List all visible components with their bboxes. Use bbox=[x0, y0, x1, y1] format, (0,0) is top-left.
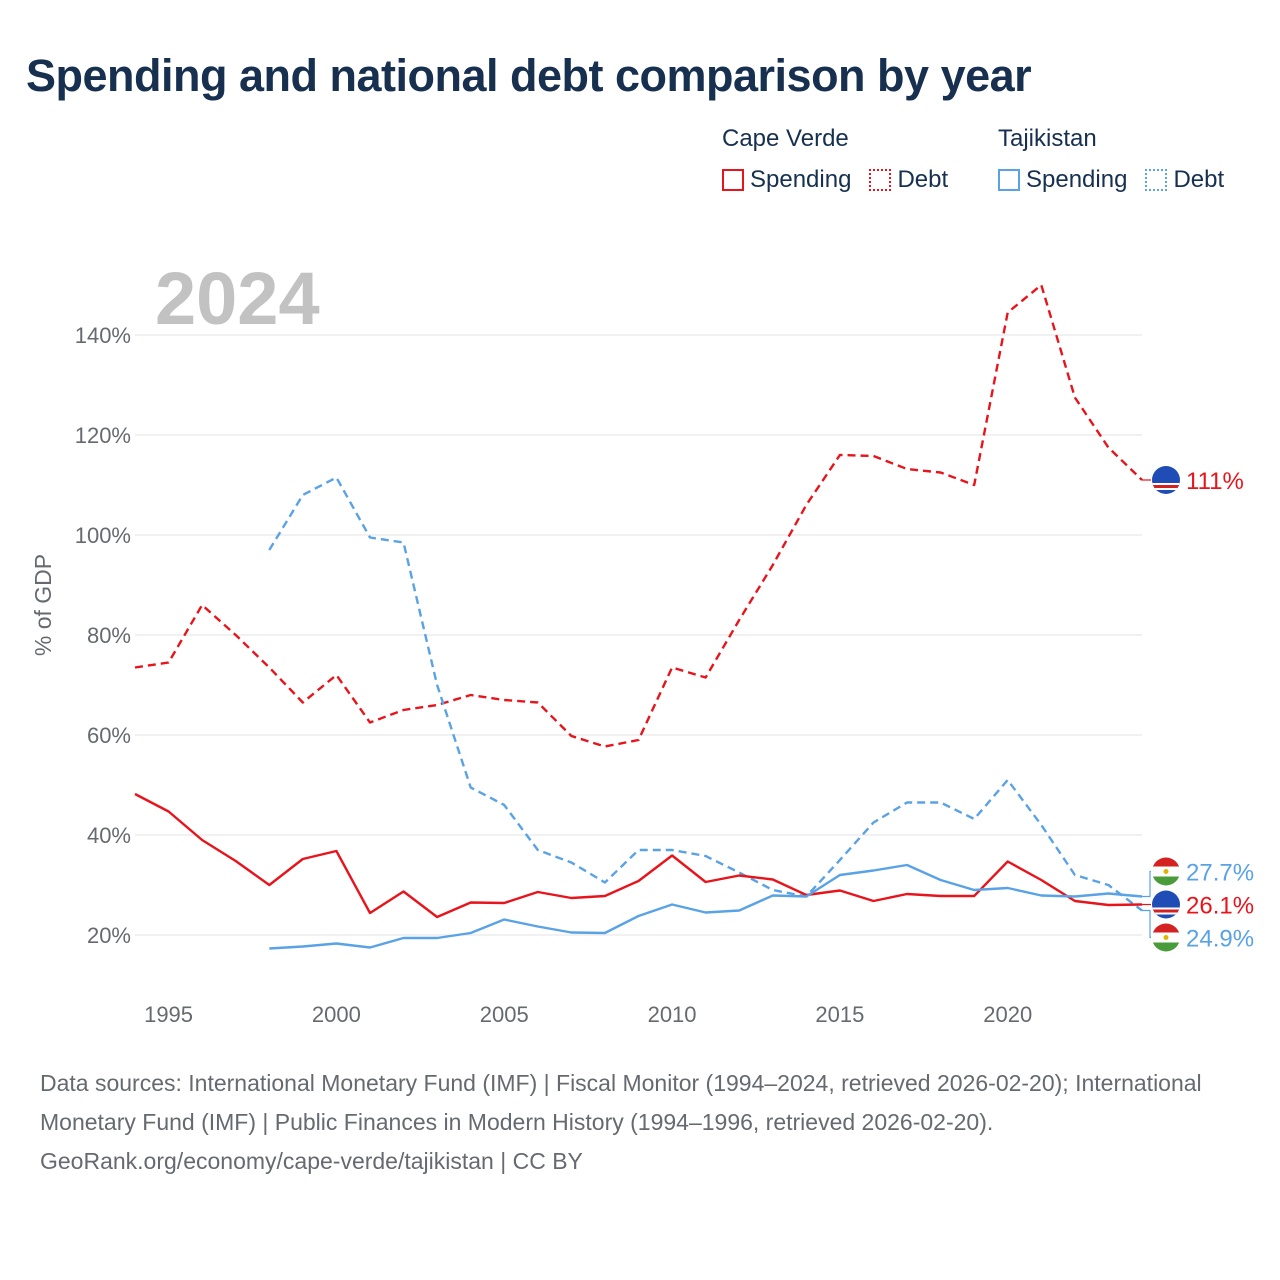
x-tick-label: 2005 bbox=[480, 1002, 529, 1027]
flag-cape-verde-icon bbox=[1152, 466, 1180, 494]
y-tick-label: 80% bbox=[87, 623, 131, 648]
legend-item-cape-verde-debt[interactable]: Debt bbox=[869, 166, 948, 194]
y-tick-label: 140% bbox=[75, 323, 131, 348]
legend-swatch-solid bbox=[722, 169, 744, 191]
y-tick-label: 20% bbox=[87, 923, 131, 948]
x-tick-label: 2020 bbox=[983, 1002, 1032, 1027]
flag-cape-verde-icon bbox=[1152, 890, 1180, 919]
y-axis-label: % of GDP bbox=[30, 554, 56, 656]
end-value-label: 26.1% bbox=[1186, 893, 1254, 920]
flag-tajikistan-icon bbox=[1152, 857, 1180, 886]
footer: Data sources: International Monetary Fun… bbox=[40, 1064, 1240, 1181]
legend-item-label: Spending bbox=[1026, 166, 1128, 193]
x-tick-label: 2010 bbox=[648, 1002, 697, 1027]
legend-swatch-dotted bbox=[869, 169, 892, 191]
legend-cape-verde: Cape Verde Spending Debt bbox=[722, 124, 966, 194]
end-value-label: 27.7% bbox=[1186, 860, 1254, 887]
x-tick-label: 2000 bbox=[312, 1002, 361, 1027]
flag-tajikistan-icon bbox=[1152, 923, 1180, 952]
year-watermark: 2024 bbox=[155, 257, 320, 340]
series-line-cape-verde-spending[interactable] bbox=[134, 792, 1143, 919]
legend-swatch-solid bbox=[998, 169, 1020, 191]
legend-country-label: Cape Verde bbox=[722, 125, 849, 152]
label-connector bbox=[1142, 870, 1151, 898]
y-tick-label: 60% bbox=[87, 723, 131, 748]
x-tick-label: 1995 bbox=[144, 1002, 193, 1027]
label-connector bbox=[1142, 909, 1151, 939]
credit-link[interactable]: GeoRank.org/economy/cape-verde/tajikista… bbox=[40, 1148, 583, 1174]
legend-item-cape-verde-spending[interactable]: Spending bbox=[722, 166, 851, 194]
chart-title: Spending and national debt comparison by… bbox=[26, 50, 1032, 101]
series-line-tajikistan-spending[interactable] bbox=[269, 863, 1143, 950]
series-line-tajikistan-debt[interactable] bbox=[268, 476, 1143, 912]
legend-item-label: Spending bbox=[750, 166, 852, 193]
x-tick-label: 2015 bbox=[815, 1002, 864, 1027]
series-line-cape-verde-debt[interactable] bbox=[134, 283, 1143, 748]
legend-country-label: Tajikistan bbox=[998, 125, 1097, 152]
legend-tajikistan: Tajikistan Spending Debt bbox=[998, 124, 1242, 194]
y-tick-label: 100% bbox=[75, 523, 131, 548]
end-label-layer: 111% 27.7% 26.1% 24.9% bbox=[1142, 466, 1254, 953]
legend-item-label: Debt bbox=[897, 166, 949, 193]
y-tick-label: 120% bbox=[75, 423, 131, 448]
end-value-label: 111% bbox=[1186, 468, 1244, 495]
legend-swatch-dotted bbox=[1145, 169, 1168, 191]
legend-item-label: Debt bbox=[1173, 166, 1225, 193]
y-tick-label: 40% bbox=[87, 823, 131, 848]
grid-layer: 20% 40% 60% 80% 100% 120% 140% 1995 2000 2005 2010… bbox=[75, 323, 1142, 1027]
series-layer bbox=[134, 283, 1143, 950]
end-value-label: 24.9% bbox=[1186, 926, 1254, 953]
data-sources: Data sources: International Monetary Fun… bbox=[40, 1070, 1202, 1135]
line-chart: 2024 % of GDP 20% 40% 60% 80% 100% 120% 140% 19… bbox=[30, 257, 1254, 1027]
legend-item-tajikistan-debt[interactable]: Debt bbox=[1145, 166, 1224, 194]
legend-item-tajikistan-spending[interactable]: Spending bbox=[998, 166, 1127, 194]
